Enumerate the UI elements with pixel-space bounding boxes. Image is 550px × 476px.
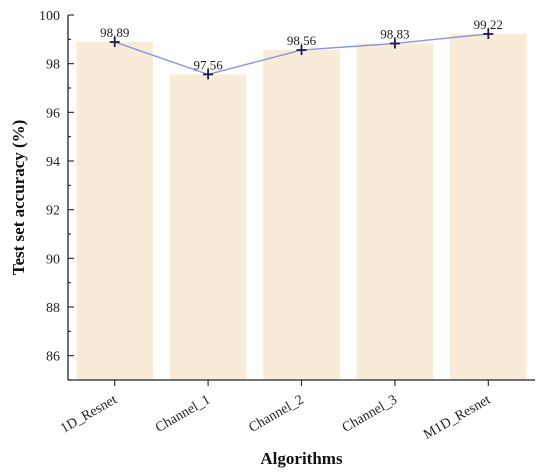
x-tick-label: Channel_1 (153, 392, 213, 435)
y-tick-label: 100 (39, 9, 60, 24)
y-tick-label: 98 (46, 58, 60, 73)
line-layer (109, 28, 494, 80)
point-marker (389, 38, 400, 49)
x-tick-label: 1D_Resnet (58, 392, 119, 436)
x-axis-title: Algorithms (260, 449, 343, 468)
point-marker (296, 45, 307, 56)
bars-layer (76, 33, 527, 380)
point-marker (483, 28, 494, 39)
y-tick-label: 88 (46, 301, 60, 316)
bar-m1d-resnet (450, 33, 527, 380)
bar-channel-1 (169, 74, 247, 380)
y-tick-label: 86 (46, 350, 60, 365)
x-tick-label: Channel_2 (246, 392, 306, 435)
y-tick-label: 90 (46, 252, 60, 267)
y-tick-label: 94 (46, 155, 60, 170)
bar-1d-resnet (76, 42, 153, 380)
data-label: 99.22 (474, 17, 503, 32)
data-label: 98.56 (287, 33, 317, 48)
data-label: 98.83 (380, 26, 409, 41)
data-label: 97.56 (193, 57, 223, 72)
x-tick-label: Channel_3 (340, 392, 400, 435)
axes-layer (67, 14, 535, 386)
y-tick-label: 92 (46, 204, 60, 219)
y-axis-title: Test set accuracy (%) (9, 120, 28, 276)
data-label: 98.89 (100, 25, 129, 40)
y-tick-label: 96 (46, 106, 60, 121)
x-tick-label: M1D_Resnet (421, 392, 493, 442)
bar-channel-2 (263, 50, 340, 380)
bar-channel-3 (356, 43, 434, 380)
point-marker (109, 37, 120, 48)
point-marker (203, 69, 214, 80)
